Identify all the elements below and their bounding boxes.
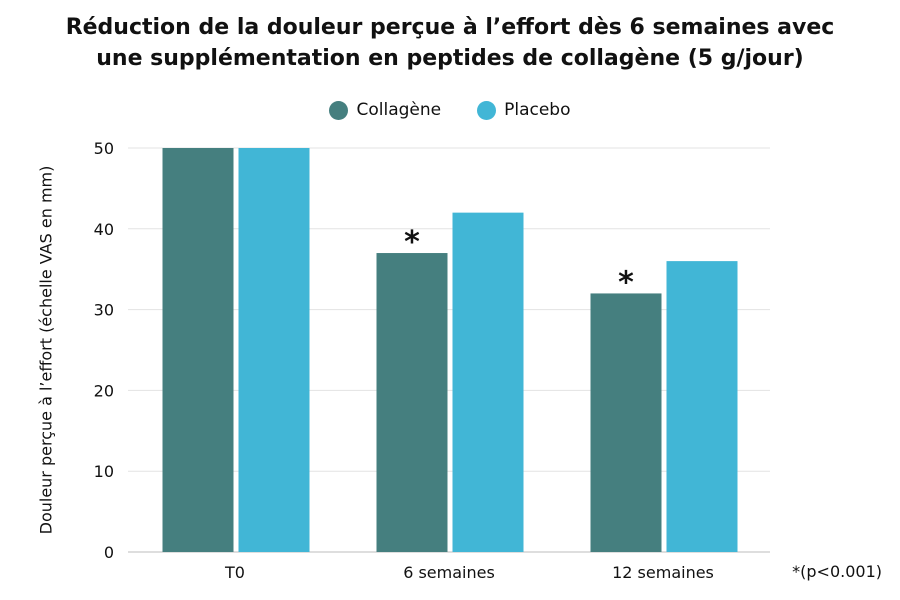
significance-marker: *	[618, 265, 634, 300]
legend-label-collagene: Collagène	[356, 100, 442, 120]
y-tick-label: 30	[94, 301, 114, 320]
legend-swatch-placebo	[477, 100, 497, 120]
y-tick-label: 50	[94, 139, 114, 158]
chart-title-line-1: Réduction de la douleur perçue à l’effor…	[65, 15, 835, 40]
bar-placebo	[666, 261, 738, 552]
legend-item-collagene: Collagène	[329, 100, 441, 120]
y-tick-label: 0	[104, 543, 114, 562]
legend-label-placebo: Placebo	[504, 100, 571, 120]
bar-placebo	[238, 148, 310, 552]
significance-footnote: *(p<0.001)	[792, 562, 882, 581]
bar-collagene	[162, 148, 234, 552]
x-tick-label: 6 semaines	[403, 563, 495, 582]
x-tick-label: 12 semaines	[612, 563, 714, 582]
bar-collagene	[590, 293, 662, 552]
y-tick-label: 40	[94, 220, 114, 239]
significance-marker: *	[404, 225, 420, 260]
legend-item-placebo: Placebo	[477, 100, 571, 120]
bar-placebo	[452, 212, 524, 552]
y-tick-label: 20	[94, 381, 114, 400]
legend: Collagène Placebo	[0, 96, 900, 124]
x-tick-label: T0	[224, 563, 245, 582]
legend-swatch-collagene	[329, 100, 349, 120]
chart-title-line-2: une supplémentation en peptides de colla…	[96, 46, 804, 71]
y-tick-label: 10	[94, 462, 114, 481]
bar-collagene	[376, 253, 448, 553]
